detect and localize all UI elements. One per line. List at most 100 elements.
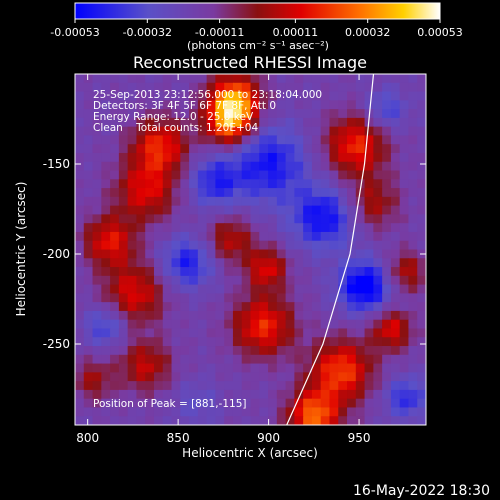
heatmap-cell — [417, 135, 426, 145]
heatmap-cell — [259, 328, 269, 338]
heatmap-cell — [373, 109, 383, 119]
heatmap-cell — [268, 135, 278, 145]
heatmap-cell — [232, 74, 243, 84]
heatmap-cell — [276, 74, 287, 84]
heatmap-cell — [92, 319, 102, 330]
heatmap-cell — [153, 346, 164, 356]
heatmap-cell — [171, 205, 181, 216]
heatmap-cell — [224, 196, 234, 207]
heatmap-cell — [276, 319, 287, 330]
heatmap-cell — [206, 100, 217, 110]
heatmap-cell — [355, 240, 366, 251]
heatmap-cell — [145, 310, 155, 321]
annotation-detectors: Detectors: 3F 4F 5F 6F 7F 8F, Att 0 — [93, 100, 276, 112]
colorbar-tick-label: 0.00053 — [417, 26, 463, 39]
heatmap-cell — [118, 319, 129, 330]
heatmap-cell — [382, 249, 392, 259]
heatmap-cell — [83, 240, 94, 251]
heatmap-cell — [180, 126, 190, 137]
heatmap-cell — [373, 100, 383, 110]
heatmap-cell — [224, 416, 234, 425]
heatmap-cell — [259, 126, 269, 137]
heatmap-cell — [311, 91, 322, 101]
heatmap-cell — [224, 372, 234, 382]
heatmap-cell — [311, 381, 322, 391]
heatmap-cell — [311, 135, 322, 145]
heatmap-cell — [136, 398, 146, 409]
heatmap-cell — [171, 302, 181, 312]
heatmap-cell — [347, 363, 357, 373]
heatmap-cell — [224, 231, 234, 242]
heatmap-cell — [268, 249, 278, 259]
heatmap-cell — [118, 231, 129, 242]
heatmap-cell — [311, 82, 322, 93]
heatmap-cell — [224, 354, 234, 365]
heatmap-cell — [408, 161, 418, 172]
heatmap-cell — [311, 407, 322, 417]
heatmap-cell — [408, 372, 418, 382]
heatmap-cell — [399, 302, 410, 312]
heatmap-cell — [145, 275, 155, 286]
heatmap-cell — [259, 319, 269, 330]
heatmap-cell — [268, 196, 278, 207]
heatmap-cell — [285, 144, 295, 154]
heatmap-cell — [189, 179, 199, 189]
solar-limb-curve — [286, 74, 375, 425]
heatmap-cell — [355, 310, 366, 321]
heatmap-cell — [118, 407, 129, 417]
heatmap-cell — [75, 126, 85, 137]
heatmap-cell — [197, 398, 208, 409]
heatmap-cell — [364, 319, 374, 330]
heatmap-cell — [338, 302, 348, 312]
heatmap-cell — [250, 389, 260, 400]
heatmap-cell — [197, 82, 208, 93]
heatmap-cell — [197, 275, 208, 286]
heatmap-cell — [311, 161, 322, 172]
heatmap-cell — [268, 302, 278, 312]
heatmap-cell — [145, 337, 155, 347]
heatmap-cell — [180, 354, 190, 365]
heatmap-cell — [320, 223, 331, 233]
heatmap-cell — [285, 416, 295, 425]
heatmap-cell — [162, 74, 173, 84]
heatmap-cell — [206, 267, 217, 277]
x-axis-tick-label: 900 — [257, 431, 280, 445]
heatmap-cell — [241, 389, 252, 400]
heatmap-cell — [294, 196, 304, 207]
heatmap-cell — [127, 144, 138, 154]
heatmap-cell — [162, 205, 173, 216]
heatmap-cell — [417, 328, 426, 338]
heatmap-cell — [171, 346, 181, 356]
heatmap-cell — [408, 398, 418, 409]
heatmap-cell — [311, 74, 322, 84]
heatmap-cell — [215, 117, 225, 128]
heatmap-cell — [259, 205, 269, 216]
heatmap-cell — [408, 328, 418, 338]
heatmap-cell — [136, 109, 146, 119]
heatmap-cell — [232, 389, 243, 400]
heatmap-cell — [338, 310, 348, 321]
heatmap-cell — [329, 223, 339, 233]
heatmap-cell — [329, 240, 339, 251]
heatmap-cell — [145, 319, 155, 330]
heatmap-cell — [180, 302, 190, 312]
heatmap-cell — [92, 249, 102, 259]
heatmap-cell — [259, 293, 269, 303]
heatmap-cell — [250, 249, 260, 259]
heatmap-cell — [75, 363, 85, 373]
heatmap-cell — [250, 117, 260, 128]
heatmap-cell — [145, 258, 155, 268]
heatmap-cell — [364, 152, 374, 163]
heatmap-cell — [338, 346, 348, 356]
heatmap-cell — [75, 407, 85, 417]
heatmap-cell — [320, 407, 331, 417]
heatmap-cell — [259, 346, 269, 356]
heatmap-cell — [347, 398, 357, 409]
heatmap-cell — [118, 214, 129, 224]
heatmap-cell — [382, 91, 392, 101]
heatmap-cell — [338, 126, 348, 137]
heatmap-cell — [224, 144, 234, 154]
heatmap-cell — [303, 302, 313, 312]
heatmap-cell — [417, 152, 426, 163]
heatmap-cell — [347, 328, 357, 338]
